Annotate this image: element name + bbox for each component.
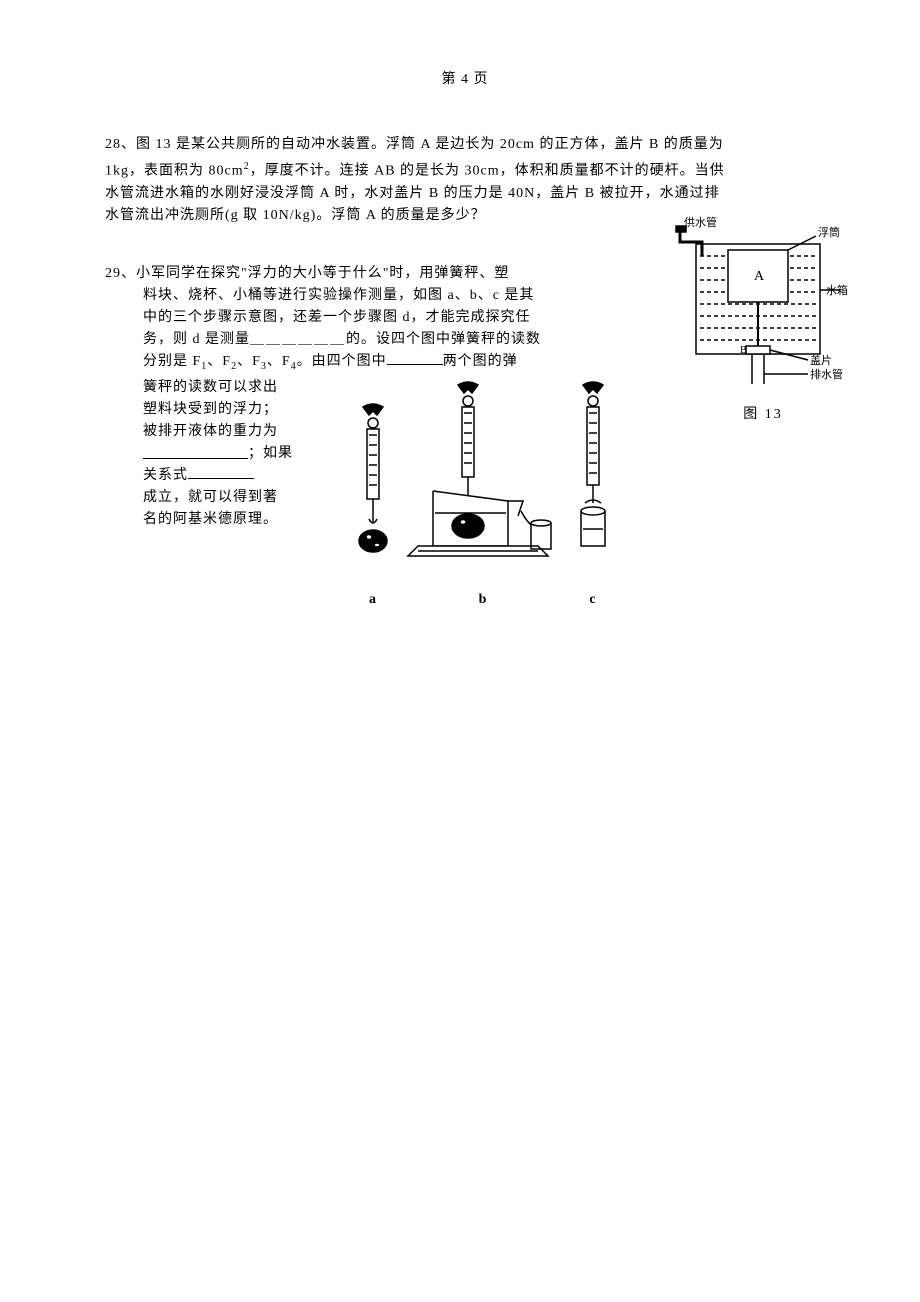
- p29-l6: 簧秤的读数可以求出: [143, 380, 278, 395]
- blank-two: [387, 351, 443, 365]
- p28-num: 28、: [105, 137, 136, 152]
- figure-a: a: [343, 401, 403, 611]
- lbl-A: A: [754, 269, 765, 284]
- p29-l5e: 。由四个图中: [297, 354, 387, 369]
- p29-l10a: 关系式: [143, 468, 188, 483]
- fig-c-label: c: [563, 589, 623, 611]
- blank-weight: ＿＿: [143, 446, 248, 461]
- blank-rel: [188, 465, 254, 479]
- p29-l4b: 的。设四个图中弹簧秤的读数: [346, 332, 541, 347]
- p29-l11: 成立，就可以得到著: [143, 490, 278, 505]
- p28-l4: 水管流出冲洗厕所(g 取 10N/kg)。浮筒 A 的质量是多少？: [105, 208, 486, 223]
- lbl-supply: 供水管: [684, 216, 717, 229]
- lbl-drain: 排水管: [810, 367, 843, 381]
- p28-l3: 水管流进水箱的水刚好浸没浮筒 A 时，水对盖片 B 的压力是 40N，盖片 B …: [105, 186, 720, 201]
- p28-l2a: 1kg，表面积为 80cm: [105, 164, 244, 179]
- p29-l5a: 分别是 F: [143, 354, 201, 369]
- problem-28: 28、图 13 是某公共厕所的自动冲水装置。浮筒 A 是边长为 20cm 的正方…: [105, 134, 825, 227]
- p29-l5b: 、F: [207, 354, 231, 369]
- p29-l7: 塑料块受到的浮力；: [143, 402, 278, 417]
- fig-b-label: b: [403, 589, 563, 611]
- p28-l1: 图 13 是某公共厕所的自动冲水装置。浮筒 A 是边长为 20cm 的正方体，盖…: [136, 137, 724, 152]
- lbl-B: B: [740, 345, 747, 356]
- fig-a-label: a: [343, 589, 403, 611]
- p29-l2: 料块、烧杯、小桶等进行实验操作测量，如图 a、b、c 是其: [143, 288, 534, 303]
- p28-l2b: ，厚度不计。连接 AB 的是长为 30cm，体积和质量都不计的硬杆。当供: [250, 164, 725, 179]
- p29-l5d: 、F: [267, 354, 291, 369]
- p29-l1: 小军同学在探究"浮力的大小等于什么"时，用弹簧秤、塑: [136, 266, 509, 281]
- p29-l5f: 两个图的弹: [443, 354, 518, 369]
- lbl-cover: 盖片: [810, 353, 832, 367]
- figure-b: b: [403, 381, 563, 611]
- p29-l8: 被排开液体的重力为: [143, 424, 278, 439]
- lbl-float: 浮筒: [818, 225, 840, 239]
- p29-l3: 中的三个步骤示意图，还差一个步骤图 d，才能完成探究任: [143, 310, 531, 325]
- blank-d: ＿＿＿＿＿＿: [250, 329, 346, 351]
- figure-c: c: [563, 381, 623, 611]
- p29-l9b: ；如果: [248, 446, 293, 461]
- problem-29: 29、小军同学在探究"浮力的大小等于什么"时，用弹簧秤、塑 料块、烧杯、小桶等进…: [105, 263, 623, 378]
- p29-narrow: 簧秤的读数可以求出 塑料块受到的浮力； 被排开液体的重力为 ＿＿ ；如果 关系式…: [143, 377, 313, 531]
- fig13-caption: 图 13: [674, 403, 852, 423]
- p29-l5c: 、F: [237, 354, 261, 369]
- p29-l4a: 务，则 d 是测量: [143, 332, 250, 347]
- p29-l12: 名的阿基米德原理。: [143, 512, 278, 527]
- p29-num: 29、: [105, 263, 136, 285]
- lbl-tank: 水箱: [826, 283, 848, 297]
- page-header: 第 4 页: [105, 68, 825, 88]
- figure-13: 供水管 浮筒 A B 水箱 盖片 排水管 图 13: [674, 216, 852, 423]
